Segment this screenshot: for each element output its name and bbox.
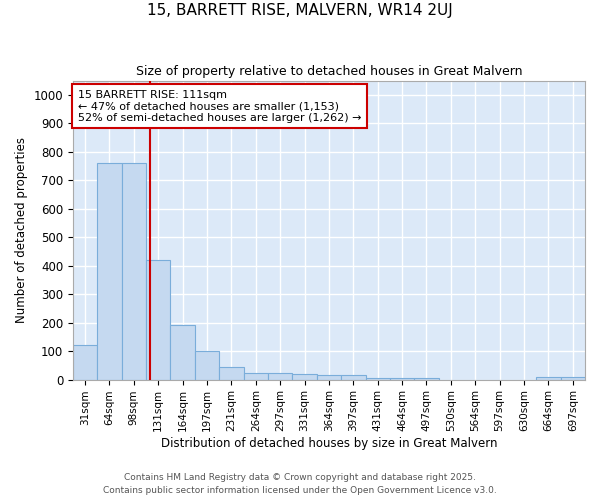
Bar <box>415 378 439 380</box>
Bar <box>390 378 415 380</box>
Bar <box>170 326 195 380</box>
Bar <box>536 378 560 380</box>
Y-axis label: Number of detached properties: Number of detached properties <box>15 137 28 323</box>
Bar <box>244 374 268 380</box>
Bar <box>365 378 390 380</box>
Bar <box>146 260 170 380</box>
Bar <box>219 367 244 380</box>
Bar <box>317 376 341 380</box>
Bar <box>122 163 146 380</box>
X-axis label: Distribution of detached houses by size in Great Malvern: Distribution of detached houses by size … <box>161 437 497 450</box>
Bar <box>268 374 292 380</box>
Bar <box>195 351 219 380</box>
Bar <box>97 163 122 380</box>
Bar <box>292 374 317 380</box>
Title: Size of property relative to detached houses in Great Malvern: Size of property relative to detached ho… <box>136 65 522 78</box>
Bar <box>341 376 365 380</box>
Bar <box>560 378 585 380</box>
Bar <box>73 346 97 380</box>
Text: Contains HM Land Registry data © Crown copyright and database right 2025.
Contai: Contains HM Land Registry data © Crown c… <box>103 474 497 495</box>
Text: 15 BARRETT RISE: 111sqm
← 47% of detached houses are smaller (1,153)
52% of semi: 15 BARRETT RISE: 111sqm ← 47% of detache… <box>78 90 362 122</box>
Text: 15, BARRETT RISE, MALVERN, WR14 2UJ: 15, BARRETT RISE, MALVERN, WR14 2UJ <box>147 2 453 18</box>
